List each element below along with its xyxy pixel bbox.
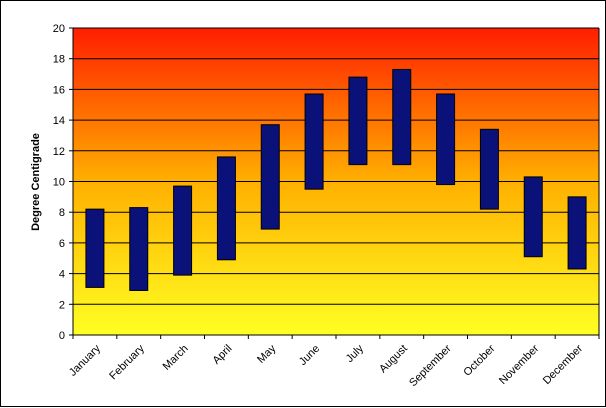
x-tick-label: January [67, 342, 104, 379]
range-bar-november [523, 176, 543, 258]
x-tick-labels: January February March April May June July Augu… [67, 342, 586, 389]
range-bar-june [304, 93, 324, 190]
x-tick-label: October [461, 342, 497, 378]
y-tick-label: 18 [53, 54, 65, 66]
range-bar-april [216, 156, 236, 261]
axes [69, 27, 600, 339]
gridlines [73, 27, 599, 336]
y-tick-label: 10 [53, 177, 65, 189]
x-tick-label: March [161, 343, 191, 373]
range-bar-september [436, 93, 456, 186]
range-bar-may [260, 124, 280, 230]
y-tick-label: 14 [53, 115, 65, 127]
y-tick-label: 6 [59, 238, 65, 250]
y-tick-label: 8 [59, 207, 65, 219]
range-bar-october [479, 128, 499, 210]
range-bar-february [129, 207, 149, 291]
x-tick-label: May [255, 342, 279, 366]
range-bar-march [173, 185, 193, 276]
y-tick-label: 16 [53, 84, 65, 96]
x-tick-label: November [497, 342, 542, 387]
y-tick-label: 2 [59, 299, 65, 311]
range-bar-july [348, 76, 368, 166]
y-tick-label: 12 [53, 146, 65, 158]
range-bar-december [567, 196, 587, 270]
y-tick-label: 0 [59, 330, 65, 342]
x-tick-label: July [344, 342, 367, 365]
x-tick-label: June [297, 343, 322, 368]
y-tick-labels: 0 2 4 6 8 10 12 14 16 18 20 [53, 23, 65, 342]
x-tick-label: February [107, 342, 147, 382]
x-tick-label: April [210, 343, 234, 367]
x-tick-label: September [407, 342, 454, 389]
bars [85, 68, 587, 291]
y-axis-title: Degree Centigrade [30, 133, 42, 231]
range-bar-august [392, 68, 412, 166]
x-tick-label: December [541, 342, 586, 387]
range-bar-january [85, 208, 105, 288]
y-tick-label: 20 [53, 23, 65, 35]
y-tick-label: 4 [59, 269, 65, 281]
x-tick-label: August [377, 343, 410, 376]
